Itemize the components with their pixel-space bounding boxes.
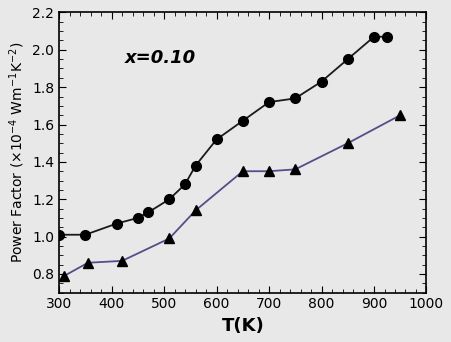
Y-axis label: Power Factor ($\times$10$^{-4}$ Wm$^{-1}$K$^{-2}$): Power Factor ($\times$10$^{-4}$ Wm$^{-1}… [7, 42, 27, 263]
X-axis label: T(K): T(K) [221, 317, 264, 335]
Text: x=0.10: x=0.10 [125, 49, 196, 67]
